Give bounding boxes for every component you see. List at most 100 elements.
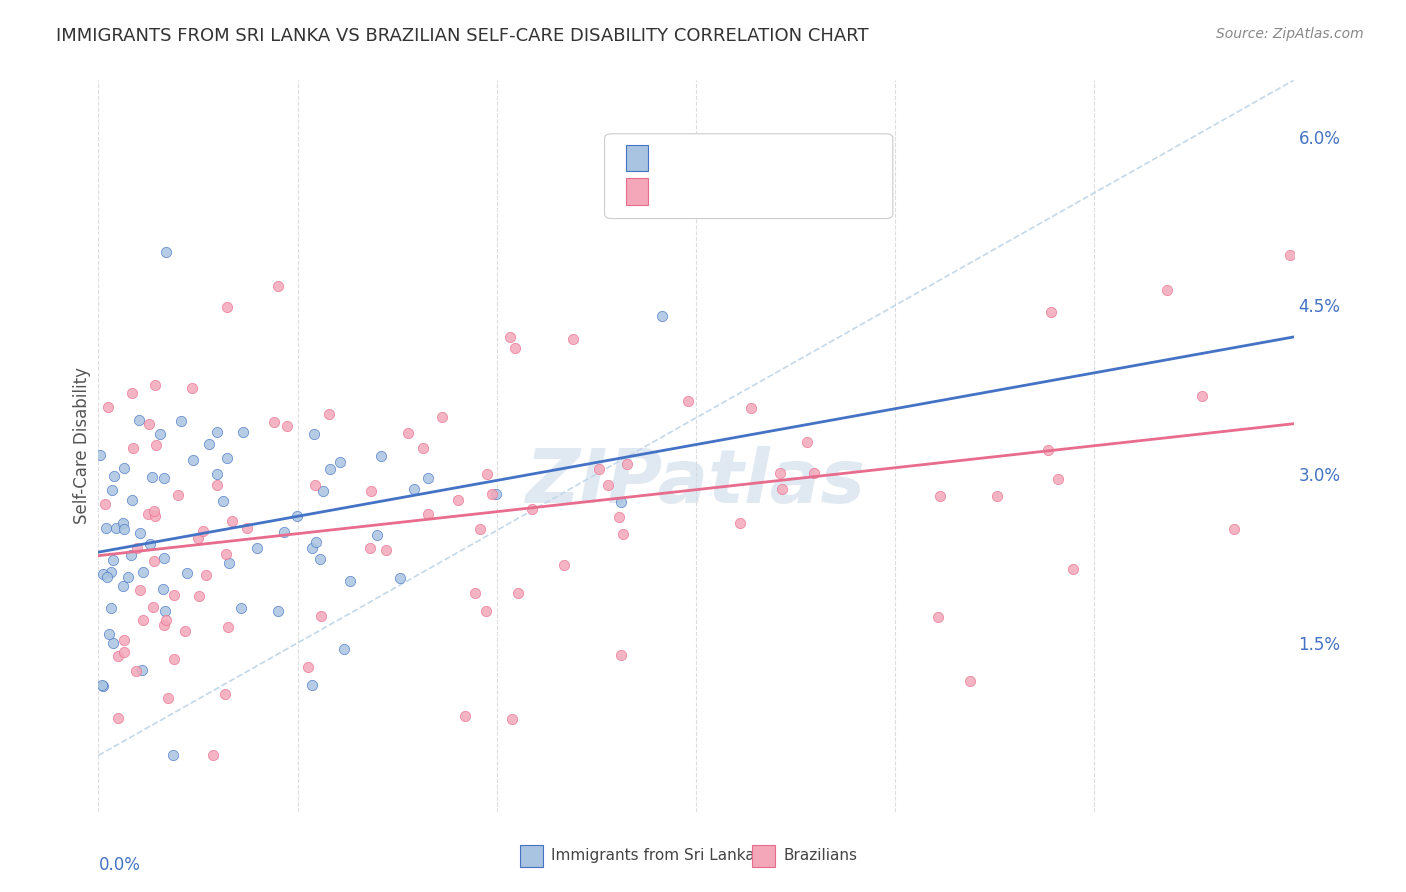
- Point: [96, 570, 118, 584]
- Point: [197, 436, 219, 450]
- Point: [100, 601, 122, 615]
- Point: [194, 568, 217, 582]
- Point: [141, 470, 163, 484]
- Point: [142, 600, 165, 615]
- Point: [112, 645, 135, 659]
- Point: [153, 471, 176, 485]
- Point: [142, 503, 165, 517]
- Point: [121, 492, 143, 507]
- Point: [475, 467, 498, 481]
- Point: [610, 495, 633, 509]
- Text: R = 0.293: R = 0.293: [658, 149, 741, 167]
- Point: [143, 509, 166, 524]
- Point: [959, 673, 981, 688]
- Point: [501, 712, 523, 726]
- Point: [651, 309, 673, 323]
- Point: [475, 604, 498, 618]
- Point: [329, 455, 352, 469]
- Point: [468, 523, 491, 537]
- Point: [520, 502, 543, 516]
- Point: [101, 636, 124, 650]
- Text: ZIPatlas: ZIPatlas: [526, 446, 866, 519]
- Point: [120, 549, 142, 563]
- Point: [246, 541, 269, 556]
- Point: [205, 478, 228, 492]
- Point: [205, 425, 228, 439]
- Point: [98, 627, 121, 641]
- Point: [562, 332, 585, 346]
- Point: [553, 558, 575, 573]
- Point: [263, 416, 285, 430]
- Point: [267, 279, 290, 293]
- Point: [929, 489, 952, 503]
- Text: 0.0%: 0.0%: [98, 855, 141, 873]
- Point: [215, 300, 238, 314]
- Point: [153, 551, 176, 566]
- Point: [162, 748, 184, 763]
- Point: [370, 449, 392, 463]
- Point: [112, 633, 135, 648]
- Point: [1278, 248, 1301, 262]
- Point: [215, 450, 238, 465]
- Point: [446, 492, 468, 507]
- Point: [125, 664, 148, 678]
- Point: [1062, 562, 1084, 576]
- Point: [211, 493, 233, 508]
- Point: [1156, 283, 1178, 297]
- Point: [374, 542, 396, 557]
- Point: [132, 613, 155, 627]
- Point: [214, 687, 236, 701]
- Text: R = 0.273: R = 0.273: [658, 183, 741, 201]
- Point: [232, 425, 254, 439]
- Point: [610, 648, 633, 662]
- Point: [107, 711, 129, 725]
- Point: [588, 462, 610, 476]
- Point: [129, 583, 152, 598]
- Point: [121, 386, 143, 401]
- Point: [1223, 523, 1246, 537]
- Point: [155, 613, 177, 627]
- Point: [91, 679, 114, 693]
- Point: [181, 453, 204, 467]
- Text: IMMIGRANTS FROM SRI LANKA VS BRAZILIAN SELF-CARE DISABILITY CORRELATION CHART: IMMIGRANTS FROM SRI LANKA VS BRAZILIAN S…: [56, 27, 869, 45]
- Point: [114, 522, 136, 536]
- Point: [276, 418, 298, 433]
- Point: [101, 483, 124, 498]
- Point: [187, 589, 209, 603]
- Point: [308, 552, 330, 566]
- Point: [97, 400, 120, 414]
- Text: Immigrants from Sri Lanka: Immigrants from Sri Lanka: [551, 848, 755, 863]
- Point: [100, 566, 122, 580]
- Point: [464, 586, 486, 600]
- Point: [612, 527, 634, 541]
- Point: [107, 648, 129, 663]
- Point: [218, 556, 240, 570]
- Point: [112, 516, 135, 530]
- Text: N = 93: N = 93: [780, 183, 838, 201]
- Point: [285, 509, 308, 524]
- Point: [149, 427, 172, 442]
- Point: [266, 604, 288, 618]
- Point: [366, 528, 388, 542]
- Point: [152, 582, 174, 597]
- Point: [94, 521, 117, 535]
- Point: [127, 541, 149, 555]
- Point: [176, 566, 198, 581]
- Point: [191, 524, 214, 538]
- Point: [304, 478, 326, 492]
- Point: [769, 466, 792, 480]
- Point: [412, 442, 434, 456]
- Point: [136, 507, 159, 521]
- Text: Brazilians: Brazilians: [783, 848, 858, 863]
- Point: [101, 553, 124, 567]
- Point: [360, 483, 382, 498]
- Point: [89, 448, 111, 462]
- Point: [145, 438, 167, 452]
- Point: [112, 579, 135, 593]
- Point: [104, 521, 127, 535]
- Point: [1039, 305, 1062, 319]
- Point: [90, 678, 112, 692]
- Point: [142, 554, 165, 568]
- Point: [312, 483, 335, 498]
- Point: [156, 691, 179, 706]
